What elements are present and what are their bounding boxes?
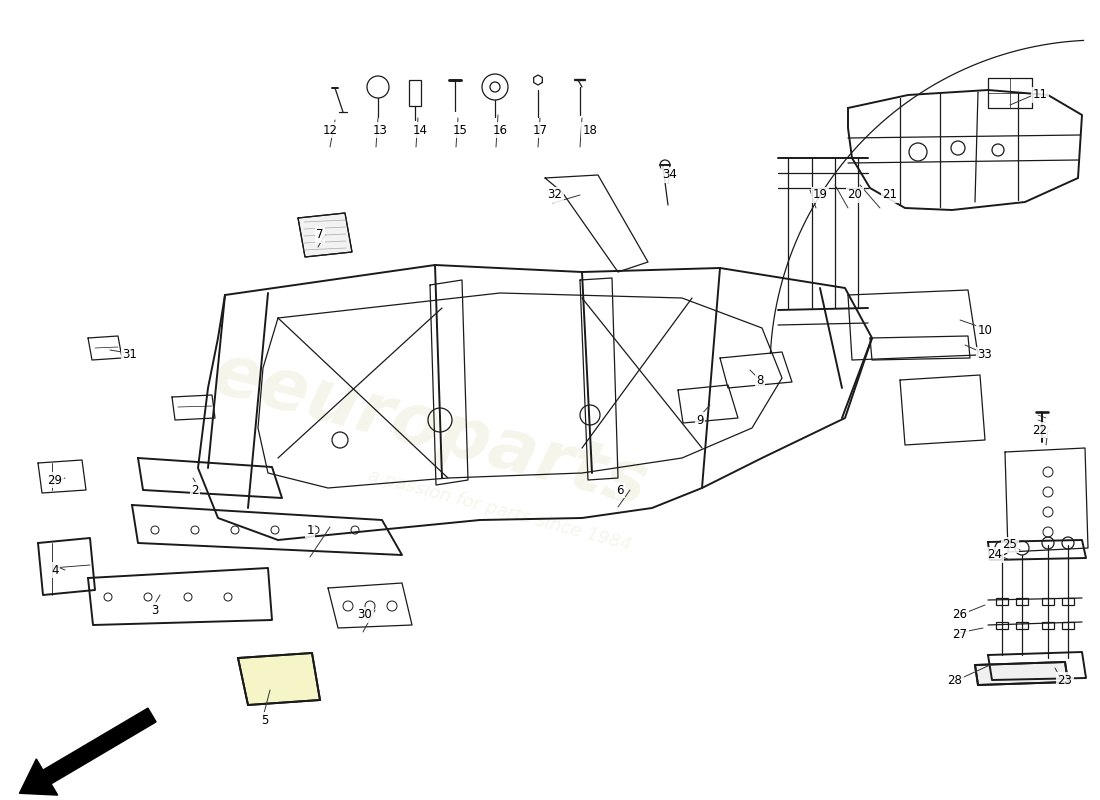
Bar [996,622,1008,629]
Bar [1042,622,1054,629]
Bar [996,598,1008,605]
Bar [1016,622,1028,629]
Text: 17: 17 [532,123,548,137]
Bar [1016,598,1028,605]
Text: 23: 23 [1057,674,1072,686]
Text: 6: 6 [616,483,624,497]
Text: 25: 25 [1002,538,1018,551]
Text: 13: 13 [373,123,387,137]
Text: 26: 26 [953,609,968,622]
Text: 33: 33 [978,349,992,362]
Text: 10: 10 [978,323,992,337]
Text: 22: 22 [1033,423,1047,437]
Text: 21: 21 [882,189,898,202]
Polygon shape [975,662,1068,685]
Text: 30: 30 [358,609,373,622]
Text: 15: 15 [452,123,468,137]
Polygon shape [238,653,320,705]
Text: 11: 11 [1033,89,1047,102]
Bar [1042,598,1054,605]
Text: 28: 28 [947,674,962,686]
Text: 8: 8 [757,374,763,386]
Text: 27: 27 [953,629,968,642]
Text: 32: 32 [548,189,562,202]
Text: 7: 7 [317,229,323,242]
Bar [1062,622,1074,629]
Text: a passion for parts since 1984: a passion for parts since 1984 [366,466,634,554]
Text: 3: 3 [152,603,158,617]
Text: 4: 4 [52,563,58,577]
Text: 14: 14 [412,123,428,137]
Text: 5: 5 [262,714,268,726]
Text: 20: 20 [848,189,862,202]
Text: 18: 18 [583,123,597,137]
Text: 24: 24 [988,549,1002,562]
Text: eeuroparts: eeuroparts [205,338,656,522]
Bar [1062,598,1074,605]
Bar [409,80,421,106]
FancyArrow shape [20,708,156,795]
Text: 9: 9 [696,414,704,426]
Text: 16: 16 [493,123,507,137]
Text: 34: 34 [662,169,678,182]
Text: 29: 29 [47,474,63,486]
Text: 31: 31 [122,349,138,362]
Text: 2: 2 [191,483,199,497]
Polygon shape [298,213,352,257]
Text: 12: 12 [322,123,338,137]
Text: 1: 1 [306,523,313,537]
Text: 19: 19 [813,189,827,202]
